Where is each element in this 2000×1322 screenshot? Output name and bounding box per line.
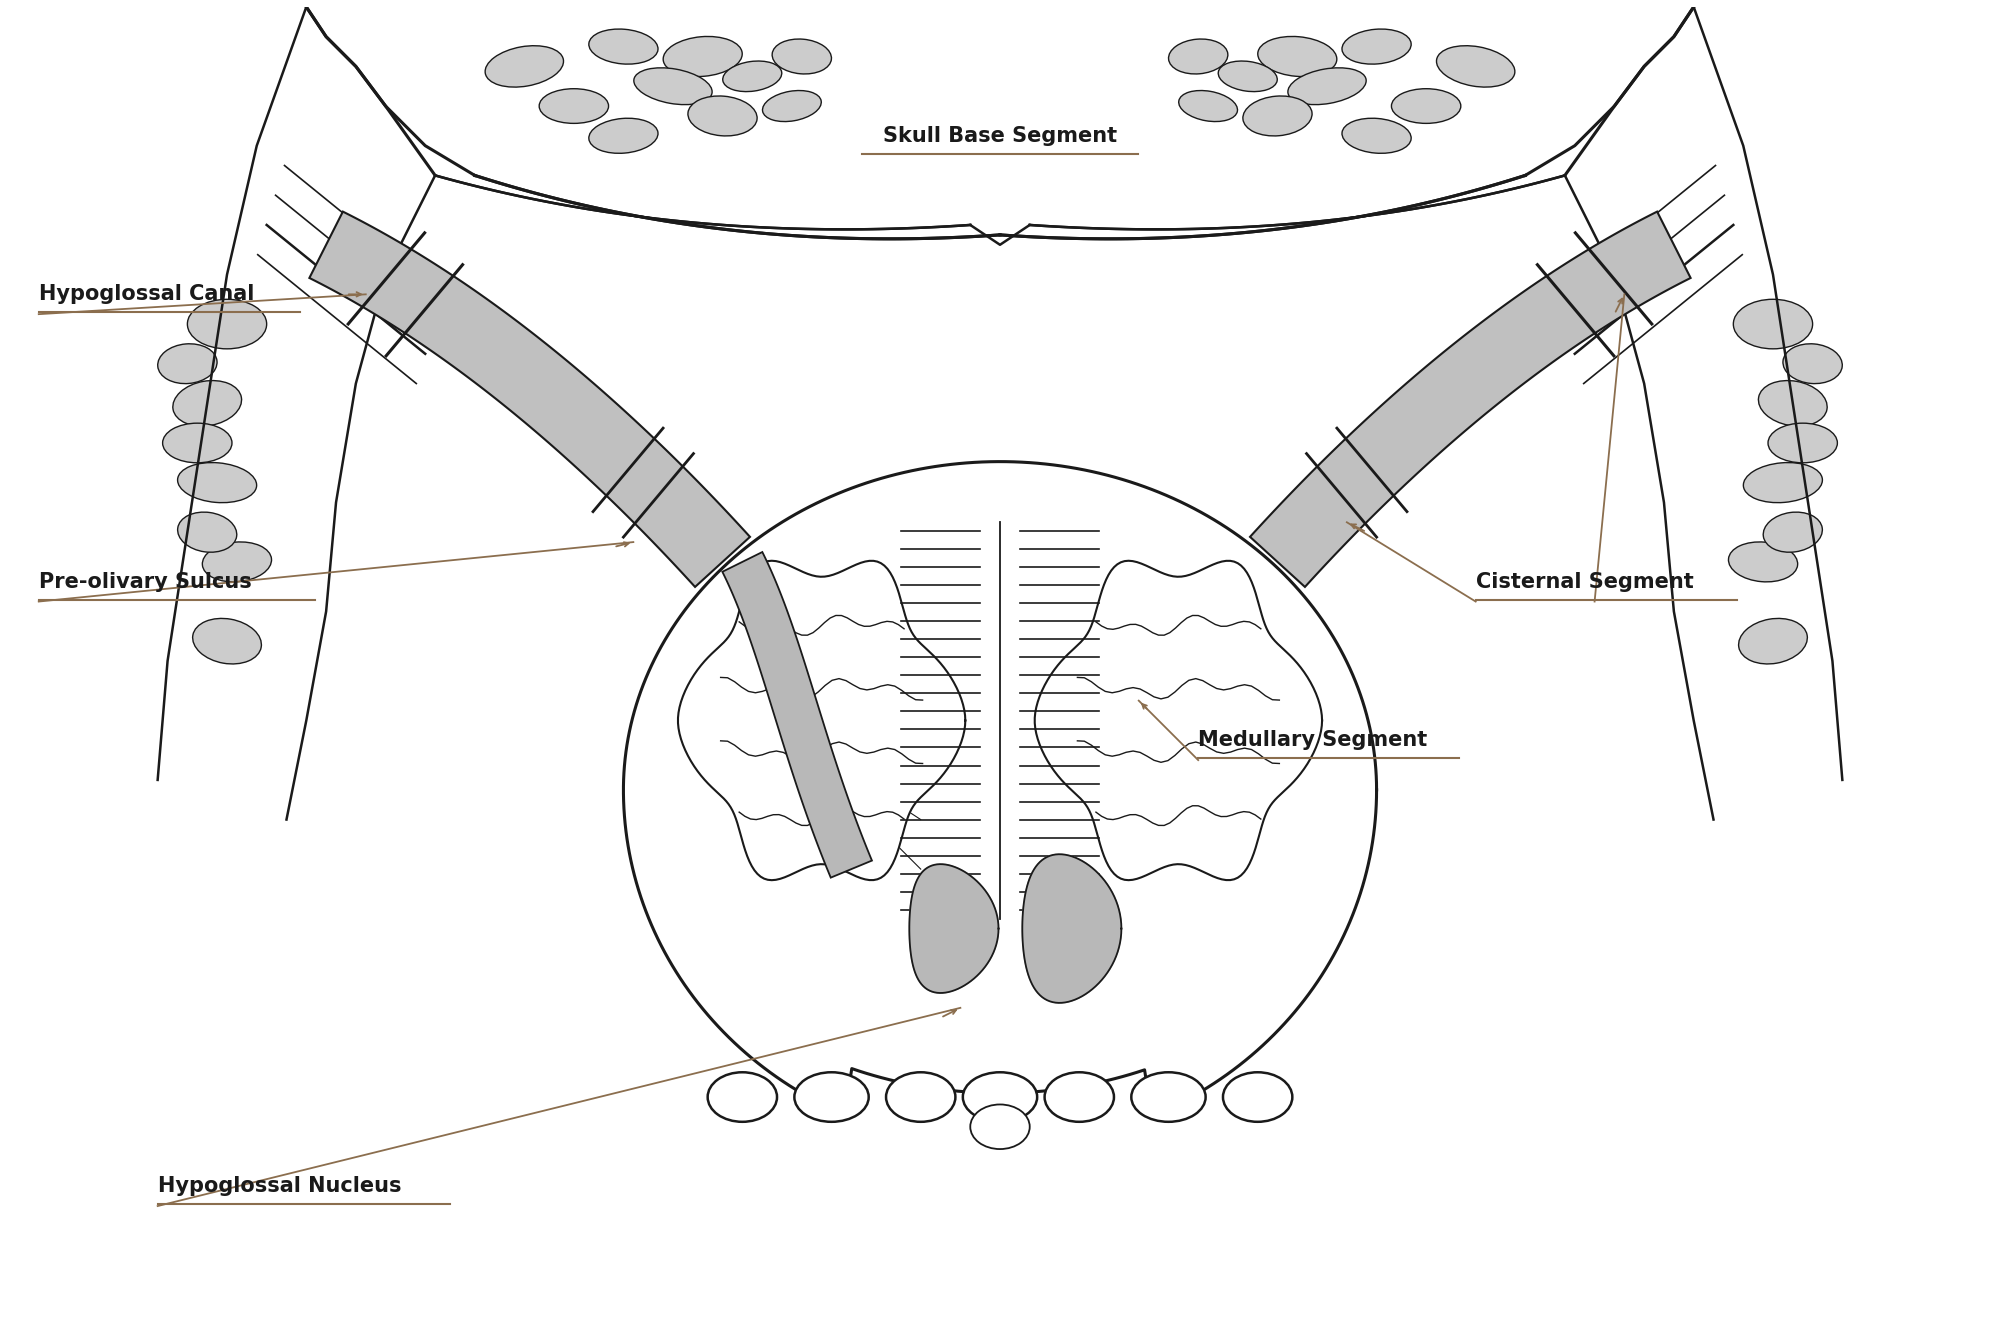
Text: Skull Base Segment: Skull Base Segment xyxy=(882,126,1118,145)
Ellipse shape xyxy=(588,118,658,153)
Ellipse shape xyxy=(540,89,608,123)
Ellipse shape xyxy=(1288,67,1366,104)
Ellipse shape xyxy=(1218,61,1278,91)
Ellipse shape xyxy=(1044,1072,1114,1122)
Ellipse shape xyxy=(1734,299,1812,349)
Ellipse shape xyxy=(486,46,564,87)
Ellipse shape xyxy=(1728,542,1798,582)
Ellipse shape xyxy=(688,97,758,136)
Text: Hypoglossal Nucleus: Hypoglossal Nucleus xyxy=(158,1177,402,1196)
Ellipse shape xyxy=(178,512,236,553)
Ellipse shape xyxy=(772,40,832,74)
Ellipse shape xyxy=(1768,423,1838,463)
Ellipse shape xyxy=(634,67,712,104)
Ellipse shape xyxy=(664,37,742,77)
Polygon shape xyxy=(1250,212,1690,587)
Ellipse shape xyxy=(1178,90,1238,122)
Text: Medullary Segment: Medullary Segment xyxy=(1198,730,1428,750)
Ellipse shape xyxy=(192,619,262,664)
Polygon shape xyxy=(1034,561,1322,880)
Ellipse shape xyxy=(1738,619,1808,664)
Text: Cisternal Segment: Cisternal Segment xyxy=(1476,571,1694,592)
Ellipse shape xyxy=(588,29,658,65)
Ellipse shape xyxy=(794,1072,868,1122)
Ellipse shape xyxy=(1258,37,1336,77)
Ellipse shape xyxy=(1744,463,1822,502)
Ellipse shape xyxy=(722,61,782,91)
Ellipse shape xyxy=(1758,381,1828,426)
Ellipse shape xyxy=(1342,118,1412,153)
Ellipse shape xyxy=(1782,344,1842,383)
Ellipse shape xyxy=(970,1104,1030,1149)
Ellipse shape xyxy=(172,381,242,426)
Ellipse shape xyxy=(1436,46,1514,87)
Polygon shape xyxy=(1022,854,1122,1003)
Ellipse shape xyxy=(178,463,256,502)
Polygon shape xyxy=(436,176,1564,239)
Ellipse shape xyxy=(708,1072,778,1122)
Ellipse shape xyxy=(1132,1072,1206,1122)
Ellipse shape xyxy=(1222,1072,1292,1122)
Polygon shape xyxy=(722,553,872,878)
Ellipse shape xyxy=(886,1072,956,1122)
Ellipse shape xyxy=(762,90,822,122)
Text: Pre-olivary Sulcus: Pre-olivary Sulcus xyxy=(38,571,252,592)
Ellipse shape xyxy=(202,542,272,582)
Polygon shape xyxy=(310,212,750,587)
Ellipse shape xyxy=(162,423,232,463)
Ellipse shape xyxy=(1342,29,1412,65)
Ellipse shape xyxy=(158,344,218,383)
Ellipse shape xyxy=(962,1072,1038,1122)
Ellipse shape xyxy=(1242,97,1312,136)
Ellipse shape xyxy=(1764,512,1822,553)
Polygon shape xyxy=(910,865,998,993)
Ellipse shape xyxy=(1168,40,1228,74)
Ellipse shape xyxy=(188,299,266,349)
Text: Hypoglossal Canal: Hypoglossal Canal xyxy=(38,284,254,304)
Ellipse shape xyxy=(1392,89,1460,123)
Polygon shape xyxy=(900,522,1100,919)
Polygon shape xyxy=(624,461,1376,1116)
Polygon shape xyxy=(678,561,966,880)
